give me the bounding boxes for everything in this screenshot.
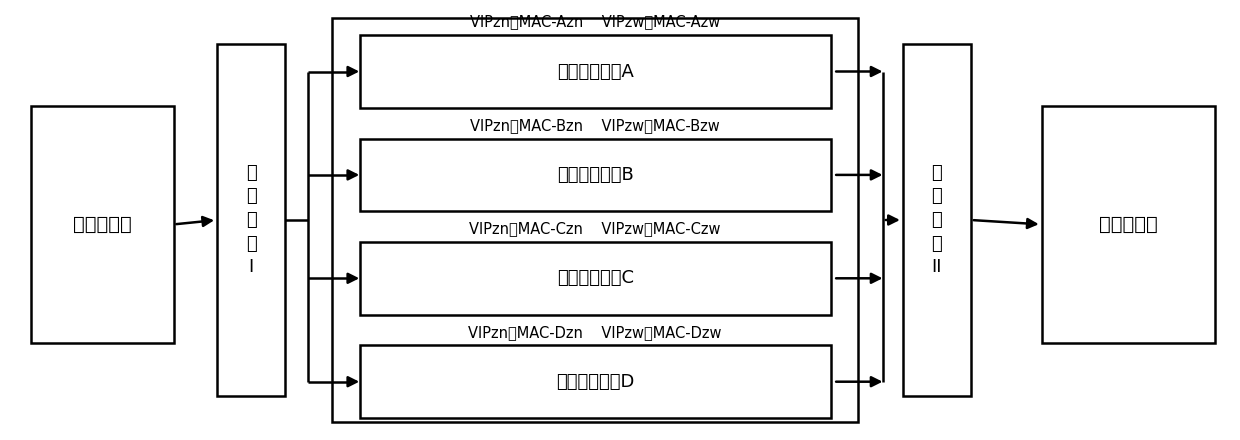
Text: VIPzn，MAC-Azn    VIPzw，MAC-Azw: VIPzn，MAC-Azn VIPzw，MAC-Azw	[470, 15, 720, 29]
Bar	[217, 44, 285, 396]
Bar	[1042, 106, 1215, 343]
Text: 阵
列
网
关
I: 阵 列 网 关 I	[246, 164, 257, 276]
Text: VIPzn，MAC-Bzn    VIPzw，MAC-Bzw: VIPzn，MAC-Bzn VIPzw，MAC-Bzw	[470, 118, 720, 133]
Bar	[360, 35, 831, 108]
Text: 外网服务器: 外网服务器	[1099, 215, 1158, 234]
Text: VIPzn，MAC-Czn    VIPzw，MAC-Czw: VIPzn，MAC-Czn VIPzw，MAC-Czw	[470, 221, 720, 236]
Text: 内网服务器: 内网服务器	[73, 215, 131, 234]
Bar	[31, 106, 174, 343]
Text: 阵
列
网
关
II: 阵 列 网 关 II	[931, 164, 942, 276]
Text: 正向隔离装置A: 正向隔离装置A	[557, 62, 634, 81]
Text: 正向隔离装置B: 正向隔离装置B	[557, 166, 634, 184]
Bar	[903, 44, 971, 396]
Bar	[332, 18, 858, 422]
Text: 正向隔离装置D: 正向隔离装置D	[556, 373, 635, 391]
Text: 正向隔离装置C: 正向隔离装置C	[557, 269, 634, 287]
Bar	[360, 345, 831, 418]
Bar	[360, 139, 831, 211]
Text: VIPzn，MAC-Dzn    VIPzw，MAC-Dzw: VIPzn，MAC-Dzn VIPzw，MAC-Dzw	[469, 325, 722, 340]
Bar	[360, 242, 831, 315]
